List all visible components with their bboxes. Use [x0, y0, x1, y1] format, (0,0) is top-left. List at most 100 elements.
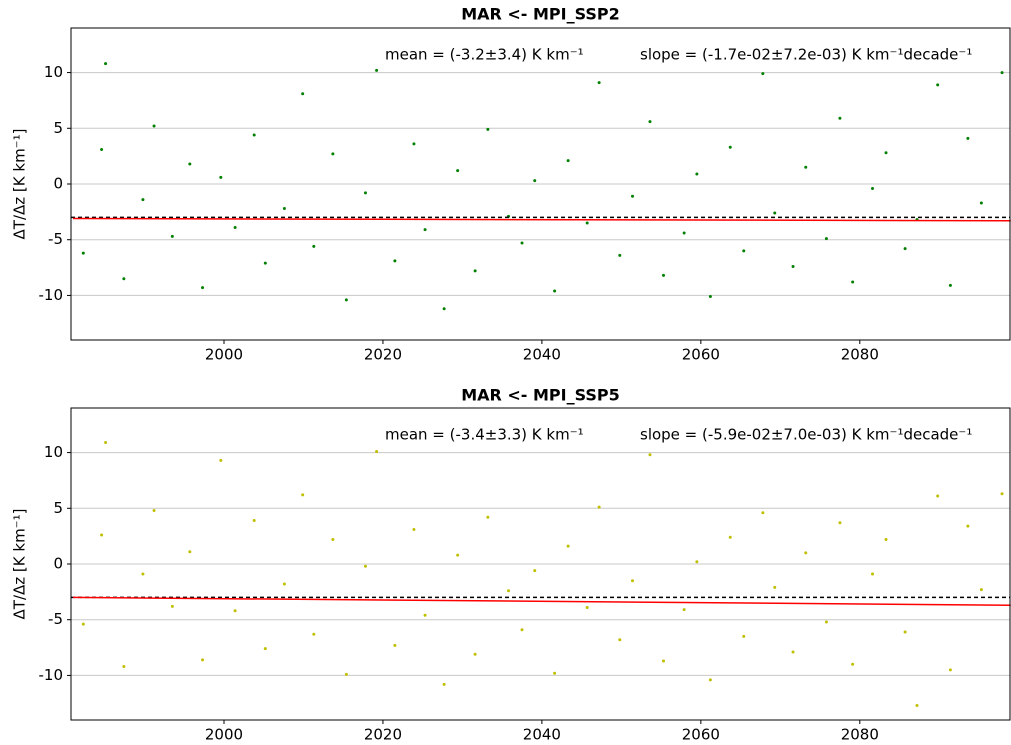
point — [533, 179, 537, 183]
point — [122, 665, 126, 669]
point — [597, 505, 601, 509]
point — [682, 231, 686, 235]
y-tick-label: 0 — [53, 175, 63, 193]
point — [851, 280, 855, 284]
point — [618, 638, 622, 642]
point — [393, 259, 397, 263]
point — [263, 647, 267, 651]
point — [170, 604, 174, 608]
x-tick-label: 2040 — [523, 726, 561, 744]
axes-frame — [70, 407, 1011, 721]
point — [252, 133, 256, 137]
point — [170, 234, 174, 238]
point — [979, 588, 983, 592]
point — [507, 589, 511, 593]
point — [553, 289, 557, 293]
x-tick-label: 2080 — [841, 346, 879, 364]
point — [152, 509, 156, 513]
chart-title: MAR <- MPI_SSP2 — [461, 5, 620, 24]
point — [851, 662, 855, 666]
point — [728, 535, 732, 539]
mean-annotation: mean = (-3.4±3.3) K km⁻¹ — [385, 426, 584, 444]
y-tick-label: 5 — [53, 499, 63, 517]
point — [344, 672, 348, 676]
point — [630, 579, 634, 583]
y-tick-label: -10 — [39, 666, 64, 684]
point — [252, 519, 256, 523]
point — [375, 68, 379, 72]
point — [219, 175, 223, 179]
point — [412, 527, 416, 531]
point — [742, 249, 746, 253]
panel: MAR <- MPI_SSP5 -10 -5 0 5 10 2000 2020 2040 2060… — [11, 386, 1011, 744]
point — [915, 704, 919, 708]
axes-frame — [70, 27, 1011, 341]
point — [331, 537, 335, 541]
point — [104, 441, 108, 445]
point — [585, 221, 589, 225]
point — [566, 544, 570, 548]
point — [791, 650, 795, 654]
point — [728, 145, 732, 149]
point — [363, 564, 367, 568]
point — [871, 186, 875, 190]
slope-annotation: slope = (-5.9e-02±7.0e-03) K km⁻¹decade⁻… — [640, 426, 972, 444]
point — [456, 169, 460, 173]
point — [363, 191, 367, 195]
panel: MAR <- MPI_SSP2 -10 -5 0 5 10 2000 2020 2040 2060… — [11, 5, 1011, 364]
y-tick-label: 5 — [53, 119, 63, 137]
slope-annotation: slope = (-1.7e-02±7.2e-03) K km⁻¹decade⁻… — [640, 46, 972, 64]
y-tick-label: -10 — [39, 286, 64, 304]
point — [301, 92, 305, 96]
point — [393, 643, 397, 647]
y-tick-label: 10 — [44, 63, 63, 81]
x-tick-label: 2000 — [205, 346, 243, 364]
point — [104, 62, 108, 66]
point — [838, 116, 842, 120]
point — [618, 253, 622, 257]
x-tick-label: 2060 — [682, 346, 720, 364]
trend-line — [72, 596, 1011, 606]
point — [648, 453, 652, 457]
point — [520, 241, 524, 245]
point — [301, 493, 305, 497]
point — [804, 165, 808, 169]
x-tick-label: 2040 — [523, 346, 561, 364]
chart-title: MAR <- MPI_SSP5 — [461, 386, 620, 405]
point — [533, 569, 537, 573]
point — [81, 622, 85, 626]
point — [708, 295, 712, 299]
point — [871, 572, 875, 576]
point — [773, 585, 777, 589]
point — [566, 159, 570, 163]
point — [948, 283, 952, 287]
point — [597, 81, 601, 85]
point — [630, 194, 634, 198]
point — [979, 201, 983, 205]
point — [442, 682, 446, 686]
point — [695, 560, 699, 564]
point — [188, 550, 192, 554]
point — [344, 298, 348, 302]
point — [708, 678, 712, 682]
x-tick-label: 2080 — [841, 726, 879, 744]
point — [824, 620, 828, 624]
point — [100, 147, 104, 151]
point — [661, 273, 665, 277]
point — [282, 582, 286, 586]
point — [1000, 71, 1004, 75]
y-axis-label: ΔT/Δz [K km⁻¹] — [11, 129, 29, 240]
point — [791, 264, 795, 268]
point — [141, 572, 145, 576]
point — [219, 458, 223, 462]
y-tick-label: -5 — [48, 610, 63, 628]
point — [936, 494, 940, 498]
point — [456, 553, 460, 557]
point — [966, 524, 970, 528]
point — [520, 628, 524, 632]
point — [486, 127, 490, 131]
mean-annotation: mean = (-3.2±3.4) K km⁻¹ — [385, 46, 584, 64]
point — [188, 162, 192, 166]
point — [331, 152, 335, 156]
